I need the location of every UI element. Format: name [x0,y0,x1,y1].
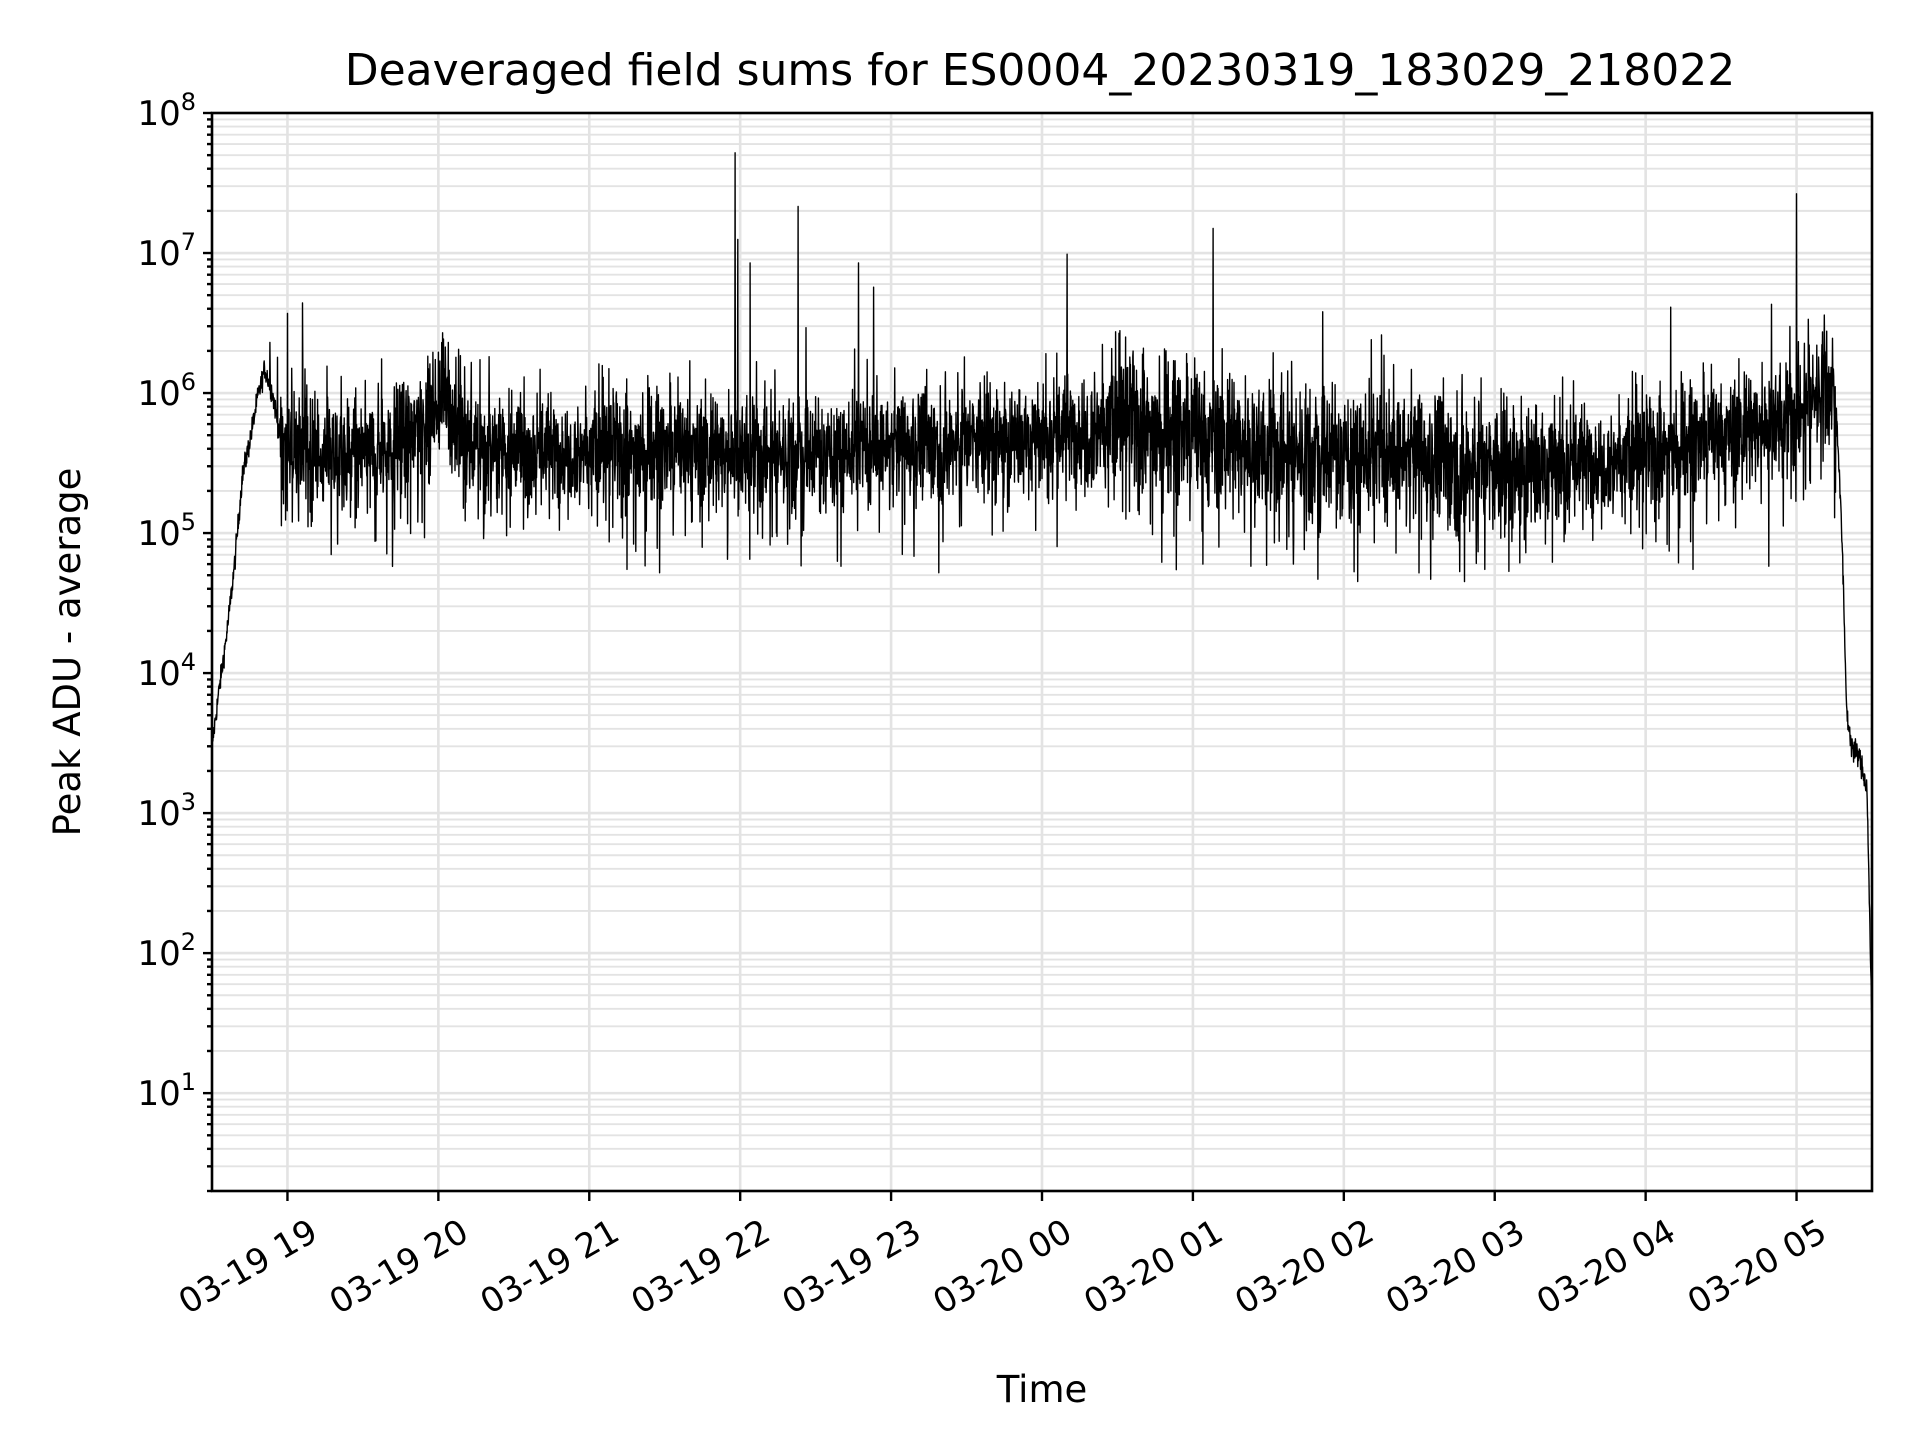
x-tick-label: 03-20 01 [1077,1212,1229,1323]
x-tick-label: 03-20 02 [1228,1212,1380,1323]
y-tick-label: 106 [137,368,196,414]
y-tick-label: 102 [137,928,196,974]
x-tick-label: 03-20 05 [1681,1212,1833,1323]
x-tick-label: 03-20 00 [927,1212,1079,1323]
x-tick-label: 03-20 04 [1530,1212,1682,1323]
x-axis-label: Time [996,1368,1088,1411]
x-tick-label: 03-19 19 [172,1212,324,1323]
series-layer [211,152,1873,1028]
y-axis: 101 102 103 104 105 106 107 108 [137,88,212,1193]
x-tick-label: 03-19 20 [323,1212,475,1323]
series-line [211,152,1873,1028]
y-tick-label: 103 [137,788,196,834]
x-tick-label: 03-19 22 [625,1212,777,1323]
chart-title: Deaveraged field sums for ES0004_2023031… [345,45,1736,96]
y-tick-label: 107 [137,228,196,274]
y-tick-label: 108 [137,88,196,134]
y-tick-label: 105 [137,508,196,554]
x-tick-label: 03-19 21 [474,1212,626,1323]
y-axis-label: Peak ADU - average [46,468,89,837]
x-tick-label: 03-19 23 [776,1212,928,1323]
x-tick-label: 03-20 03 [1379,1212,1531,1323]
grid [212,111,1872,1192]
y-tick-label: 101 [137,1068,196,1114]
y-tick-label: 104 [137,648,196,694]
